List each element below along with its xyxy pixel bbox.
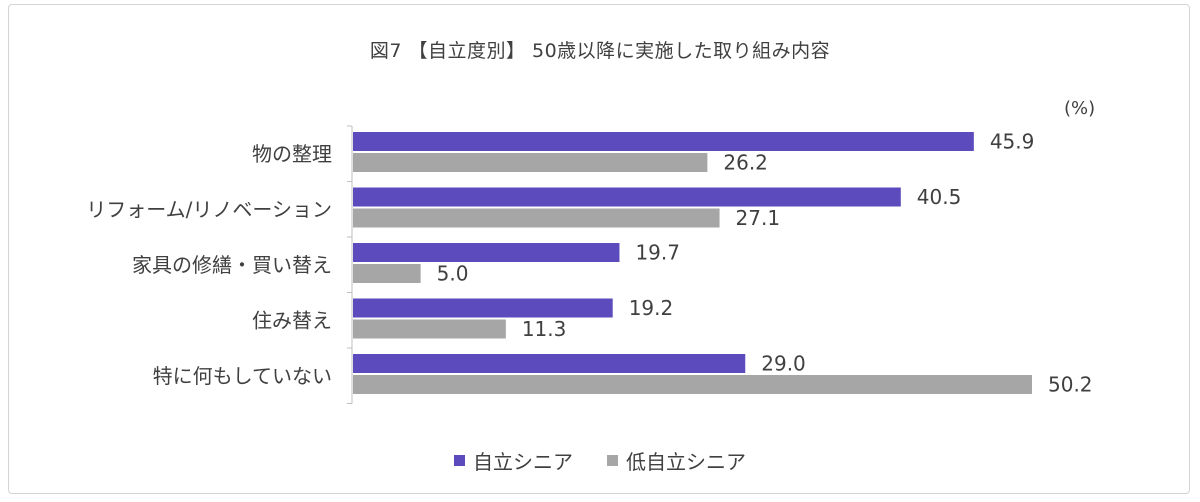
legend-item-series-2: 低自立シニア [607,446,746,475]
data-label: 45.9 [990,130,1035,154]
bar-series-1 [353,298,613,318]
bar-series-2 [353,319,506,339]
data-label: 29.0 [761,352,806,376]
legend-swatch-series-1 [454,455,465,466]
data-label: 40.5 [917,185,962,209]
category-label: 住み替え [252,308,332,332]
data-label: 26.2 [723,151,768,175]
legend-swatch-series-2 [607,455,618,466]
data-label: 19.2 [629,296,674,320]
bar-series-2 [353,264,421,283]
legend-label-series-1: 自立シニア [473,450,573,474]
category-label: 物の整理 [252,142,332,166]
chart-title: 図7 【自立度別】 50歳以降に実施した取り組み内容 [369,40,831,62]
legend-item-series-1: 自立シニア [454,446,573,475]
data-label: 27.1 [736,206,781,230]
bar-series-2 [353,375,1032,394]
category-axis [347,125,353,404]
category-label: リフォーム/リノベーション [86,197,332,221]
data-label: 5.0 [437,262,469,286]
unit-label: (%) [1064,98,1096,119]
category-label: 家具の修繕・買い替え [132,253,332,277]
legend: 自立シニア 低自立シニア [0,446,1200,475]
labels: 物の整理 45.9 26.2 リフォーム/リノベーション 40.5 27.1 家具の修繕・買… [86,130,1092,397]
data-label: 11.3 [522,317,567,341]
legend-label-series-2: 低自立シニア [626,450,746,474]
bar-series-1 [353,132,974,151]
data-label: 19.7 [635,241,680,265]
category-label: 特に何もしていない [153,364,332,388]
bar-series-1 [353,243,620,262]
bar-series-2 [353,153,708,172]
bar-series-2 [353,208,720,228]
bars [353,132,1032,394]
bar-series-1 [353,187,901,207]
bar-series-1 [353,354,746,373]
data-label: 50.2 [1048,373,1093,397]
